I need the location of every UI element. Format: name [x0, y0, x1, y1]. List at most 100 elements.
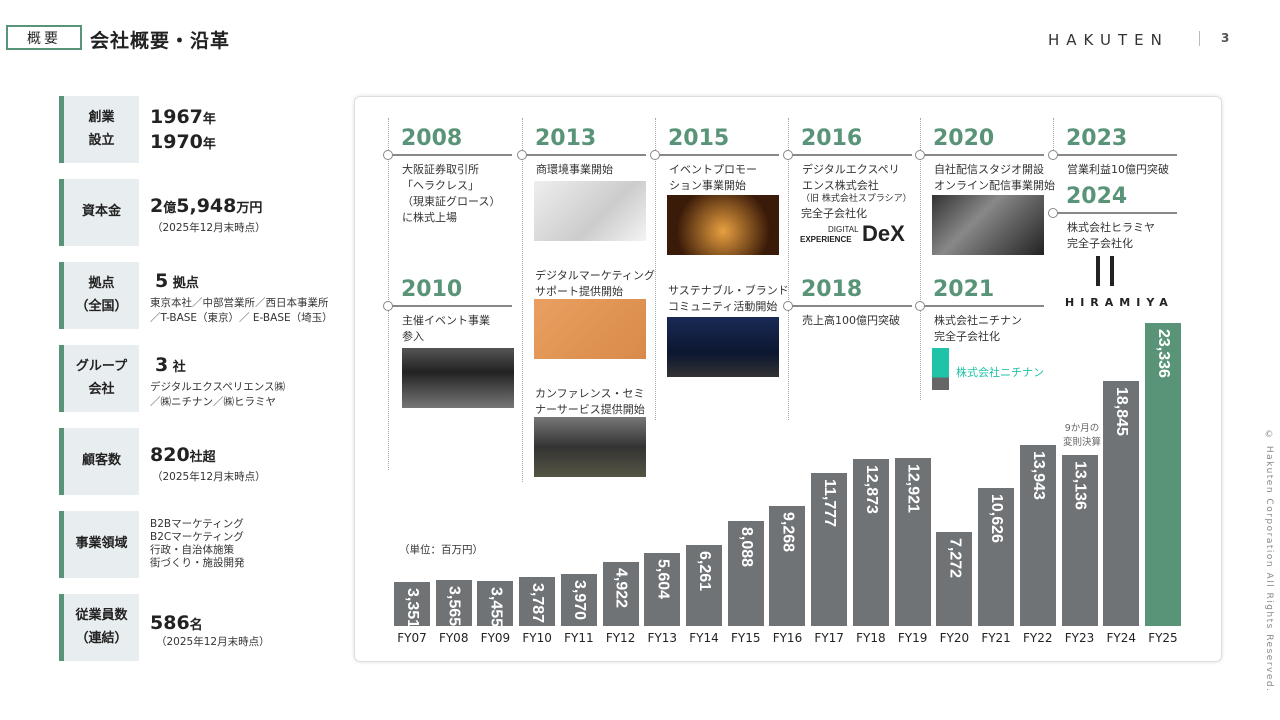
x-tick-label: FY15 [730, 631, 761, 645]
x-tick-label: FY11 [564, 631, 594, 645]
page-title: 会社概要・沿革 [90, 30, 231, 52]
bar-value-label: 3,787 [529, 582, 547, 623]
label-founded: 創業 設立 [59, 96, 139, 163]
bar-FY18: 12,873 [852, 458, 889, 626]
photo-conference [534, 417, 646, 477]
bar-FY25: 23,336 [1144, 323, 1181, 626]
bar-value-label: 6,261 [696, 550, 714, 591]
bar-value-label: 8,088 [737, 526, 755, 568]
timeline-line [655, 154, 779, 156]
bar-value-label: 11,777 [821, 479, 839, 528]
x-tick-label: FY23 [1064, 631, 1095, 645]
timeline-node [915, 301, 925, 311]
bar-value-label: 4,922 [612, 568, 630, 609]
timeline-event: 大阪証券取引所 「ヘラクレス」 （現東証グロース） に株式上場 [402, 163, 501, 224]
employees-note: （2025年12月末時点） [156, 636, 270, 648]
x-tick-label: FY16 [772, 631, 803, 645]
group-note: デジタルエクスペリエンス㈱ ／㈱ニチナン／㈱ヒラミヤ [150, 381, 286, 409]
timeline-year: 2013 [535, 126, 597, 151]
timeline-year: 2020 [933, 126, 995, 151]
photo-studio [932, 195, 1044, 255]
employees-value: 586名 [150, 612, 203, 634]
bar-FY16: 9,268 [769, 505, 806, 626]
timeline-event: 株式会社ニチナン 完全子会社化 [934, 314, 1022, 343]
timeline-event: 完全子会社化 [801, 207, 867, 220]
label-employees: 従業員数 （連結） [59, 594, 139, 661]
x-tick-label: FY19 [897, 631, 928, 645]
bar-value-label: 13,136 [1071, 461, 1089, 511]
clients-note: （2025年12月末時点） [152, 471, 266, 483]
label-offices: 拠点 （全国） [59, 262, 139, 329]
clients-value: 820社超 [150, 444, 216, 466]
bar-FY20: 7,272 [936, 531, 973, 626]
photo-event-stage [667, 195, 779, 255]
bar-FY15: 8,088 [727, 520, 764, 626]
photo-sustainable-brands [667, 317, 779, 377]
timeline-event: デジタルマーケティング サポート提供開始 [535, 269, 655, 298]
timeline-year: 2024 [1066, 184, 1128, 209]
x-tick-label: FY12 [605, 631, 636, 645]
timeline-node [915, 150, 925, 160]
nichinan-logo-text: 株式会社ニチナン [956, 366, 1044, 379]
nichinan-logo-mark [932, 348, 949, 390]
timeline-divider [1053, 118, 1054, 160]
hiramiya-logo-text: HIRAMIYA [1065, 296, 1174, 309]
timeline-node [650, 150, 660, 160]
timeline-event: カンファレンス・セミ ナーサービス提供開始 [535, 387, 645, 416]
dex-logo: DIGITAL EXPERIENCE DeX [800, 221, 905, 246]
timeline-event: 営業利益10億円突破 [1067, 163, 1169, 176]
bar-value-label: 9,268 [779, 511, 797, 552]
timeline-line [788, 154, 912, 156]
bar-value-label: 10,626 [988, 494, 1006, 543]
timeline-divider [788, 118, 789, 420]
bar-value-label: 12,873 [862, 464, 880, 514]
business-note: B2Bマーケティング B2Cマーケティング 行政・自治体施策 街づくり・施設開発 [150, 518, 245, 570]
unit-label: （単位：百万円） [399, 544, 483, 556]
capital-value: 2億5,948万円 [150, 195, 263, 217]
bar-value-label: 3,351 [404, 588, 421, 629]
timeline-year: 2008 [401, 126, 463, 151]
bar-FY23: 13,136 [1061, 455, 1098, 626]
bar-value-label: 3,970 [570, 580, 588, 621]
label-business: 事業領域 [59, 511, 139, 578]
timeline-node [783, 301, 793, 311]
timeline-year: 2016 [801, 126, 863, 151]
timeline-line [788, 305, 912, 307]
timeline-node [383, 301, 393, 311]
timeline-node [1048, 208, 1058, 218]
timeline-event: イベントプロモー ション事業開始 [669, 163, 757, 192]
copyright: © Hakuten Corporation All Rights Reserve… [1264, 430, 1274, 693]
timeline-event: 商環境事業開始 [536, 163, 613, 176]
timeline-line [522, 154, 646, 156]
timeline-year: 2010 [401, 277, 463, 302]
bar-FY14: 6,261 [686, 544, 723, 626]
bar-FY07: 3,351 [394, 582, 430, 629]
x-tick-label: FY09 [480, 631, 511, 645]
bar-FY19: 12,921 [894, 458, 931, 626]
bar-value-label: 3,455 [487, 587, 505, 628]
x-tick-label: FY22 [1023, 631, 1053, 645]
divider [1199, 31, 1200, 46]
timeline-line [920, 154, 1044, 156]
timeline-line [1053, 154, 1177, 156]
offices-note: 東京本社／中部営業所／西日本事業所 ／T-BASE（東京）／ E-BASE（埼玉… [150, 297, 333, 325]
bar-value-label: 5,604 [654, 559, 672, 600]
timeline-event: 売上高100億円突破 [802, 314, 900, 327]
x-tick-label: FY17 [814, 631, 844, 645]
x-tick-label: FY10 [522, 631, 552, 645]
capital-note: （2025年12月末時点） [152, 222, 266, 234]
timeline-line [388, 154, 512, 156]
bar-value-label: 12,921 [904, 464, 922, 514]
timeline-node [783, 150, 793, 160]
timeline-event: デジタルエクスペリ エンス株式会社 [802, 163, 900, 192]
timeline-event: 主催イベント事業 参入 [402, 314, 490, 343]
x-tick-label: FY20 [939, 631, 970, 645]
bar-value-label: 3,565 [445, 585, 463, 626]
bar-FY09: 3,455 [477, 581, 514, 628]
timeline-event: 株式会社ヒラミヤ 完全子会社化 [1067, 221, 1155, 250]
x-tick-label: FY13 [647, 631, 678, 645]
timeline-line [1053, 212, 1177, 214]
timeline-divider [388, 118, 389, 470]
timeline-year: 2023 [1066, 126, 1128, 151]
x-tick-label: FY07 [397, 631, 427, 645]
